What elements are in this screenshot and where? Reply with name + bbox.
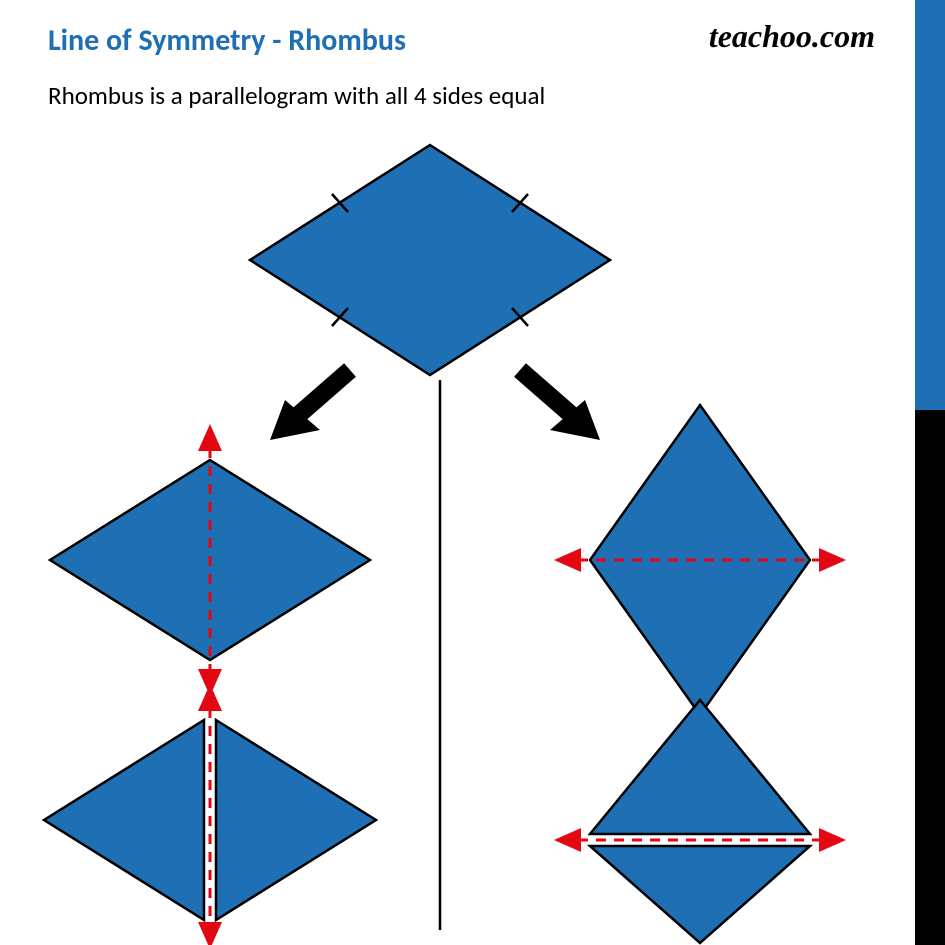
page-title: Line of Symmetry - Rhombus [48,22,406,59]
brand-logo: teachoo.com [709,18,875,55]
left-rhombus-whole [50,430,370,690]
page-subtitle: Rhombus is a parallelogram with all 4 si… [48,80,545,111]
flow-arrow-left [270,370,350,440]
sidebar-accent-blue [915,0,945,410]
flow-arrow-right [520,370,600,440]
right-rhombus-whole [560,405,840,715]
sidebar-accent-black [915,410,945,945]
symmetry-diagram [0,120,915,945]
diagram-container [0,120,915,945]
left-rhombus-split [44,690,376,943]
top-rhombus [250,145,610,375]
right-rhombus-split [560,700,840,943]
